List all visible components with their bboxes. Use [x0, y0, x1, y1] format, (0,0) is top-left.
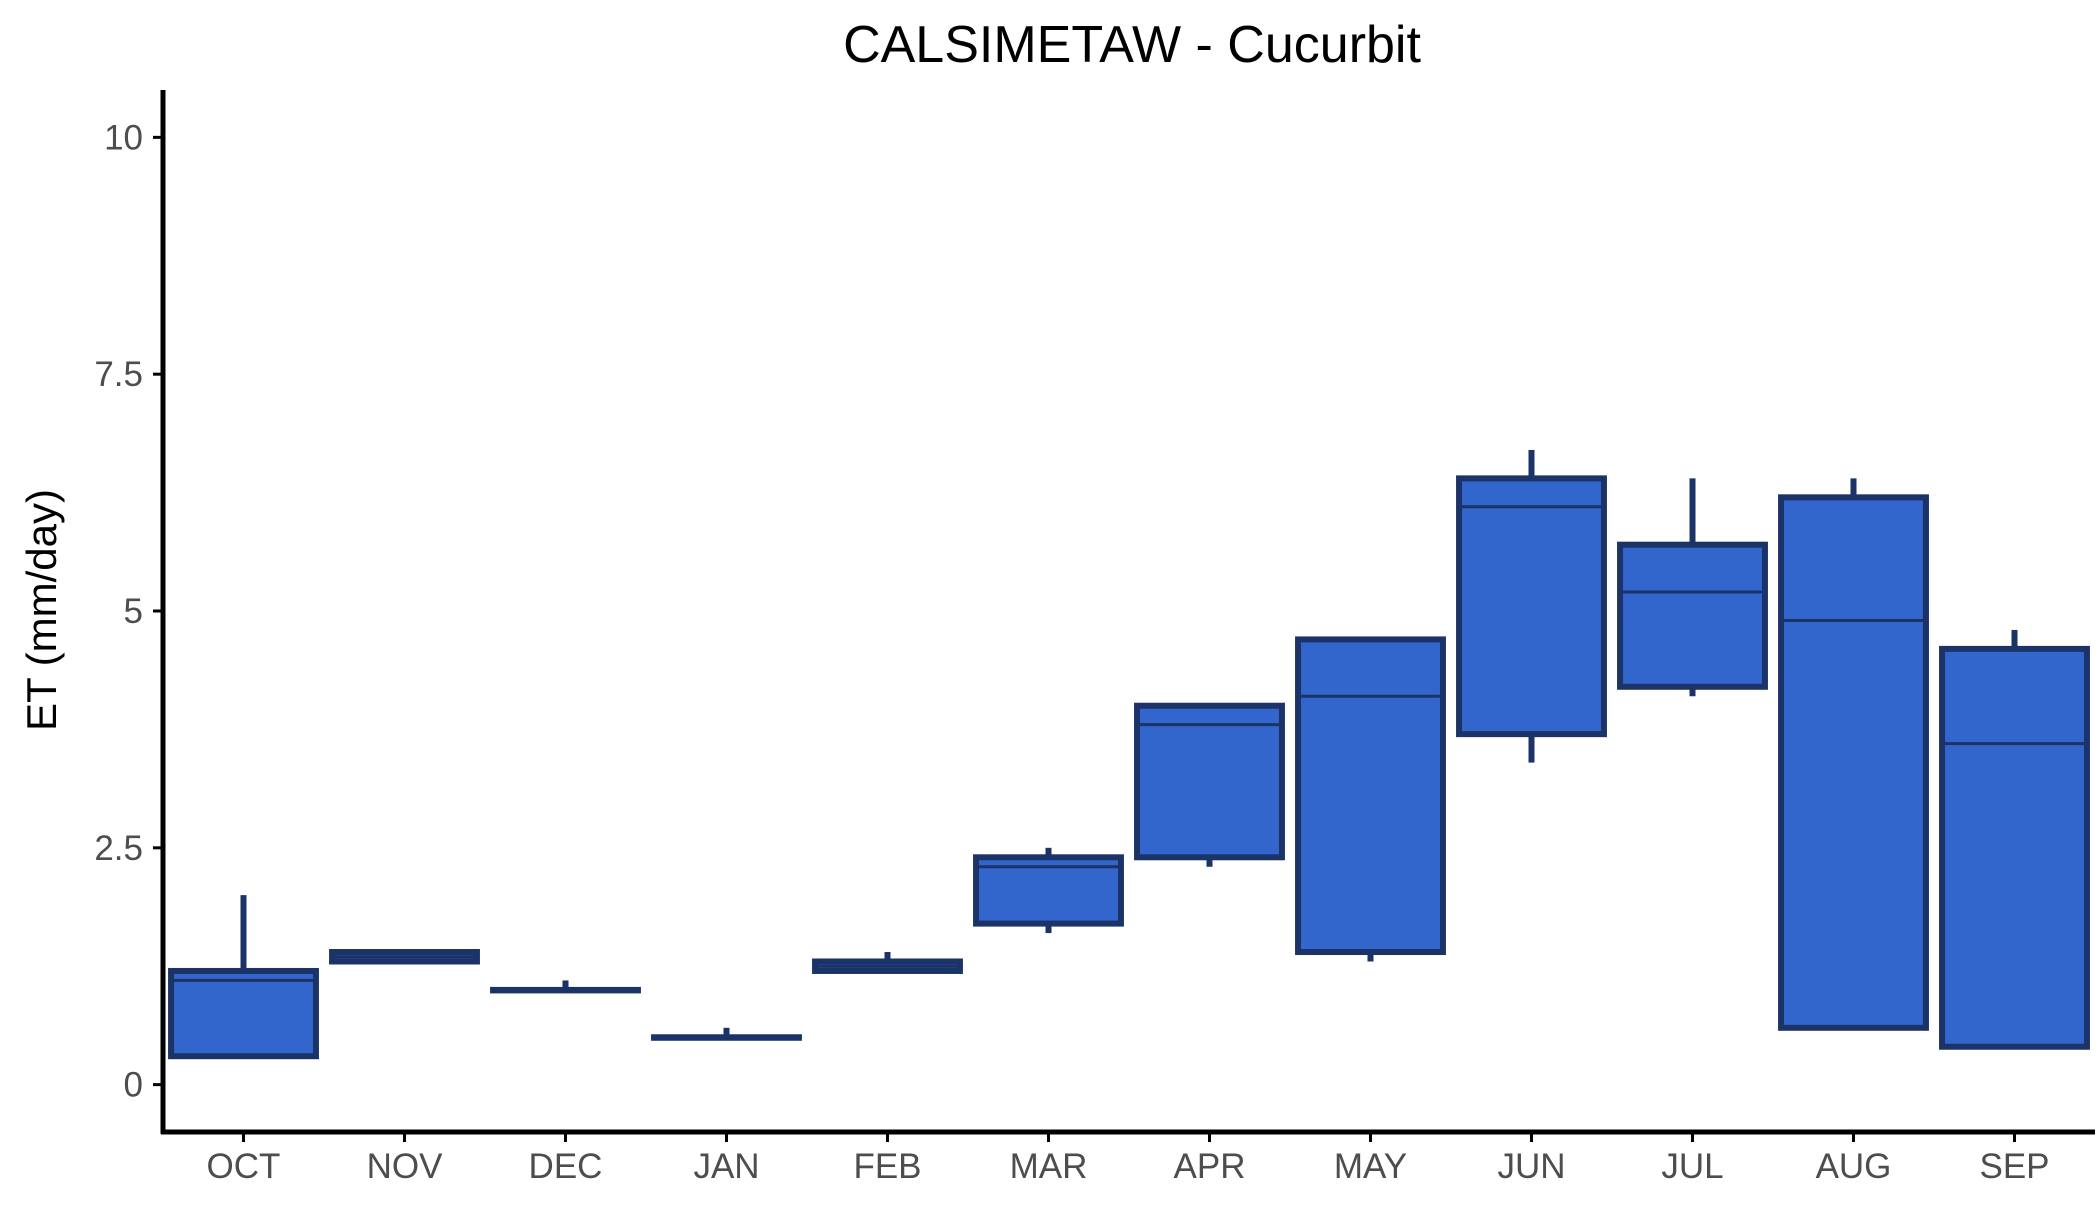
y-tick-label: 2.5	[94, 829, 143, 868]
plot-area: 0 2.5 5 7.5 10 OCT NOV DEC JAN FEB MAR APR MAY JUN JUL…	[94, 90, 2095, 1186]
x-tick-label: OCT	[207, 1147, 281, 1186]
x-tick-label: JUL	[1661, 1147, 1723, 1186]
x-tick-label: NOV	[367, 1147, 444, 1186]
box	[1939, 645, 2090, 1050]
box	[973, 854, 1124, 927]
x-tick-label: JAN	[693, 1147, 759, 1186]
y-tick-label: 10	[104, 118, 143, 157]
box	[1134, 702, 1285, 861]
x-tick-label: APR	[1174, 1147, 1246, 1186]
box	[1295, 636, 1446, 956]
box	[1617, 541, 1768, 690]
x-tick-label: MAR	[1010, 1147, 1088, 1186]
box	[168, 967, 319, 1060]
x-tick-label: DEC	[529, 1147, 603, 1186]
x-tick-label: FEB	[853, 1147, 921, 1186]
chart-title: CALSIMETAW - Cucurbit	[843, 16, 1421, 74]
y-tick-label: 5	[124, 592, 143, 631]
box	[1456, 475, 1607, 738]
y-axis-label: ET (mm/day)	[18, 489, 65, 731]
x-tick-label: AUG	[1816, 1147, 1892, 1186]
box	[1778, 494, 1929, 1031]
x-tick-label: SEP	[1979, 1147, 2049, 1186]
x-tick-label: JUN	[1497, 1147, 1565, 1186]
x-tick-label: MAY	[1334, 1147, 1407, 1186]
y-tick-label: 7.5	[94, 355, 143, 394]
y-tick-label: 0	[124, 1066, 143, 1105]
